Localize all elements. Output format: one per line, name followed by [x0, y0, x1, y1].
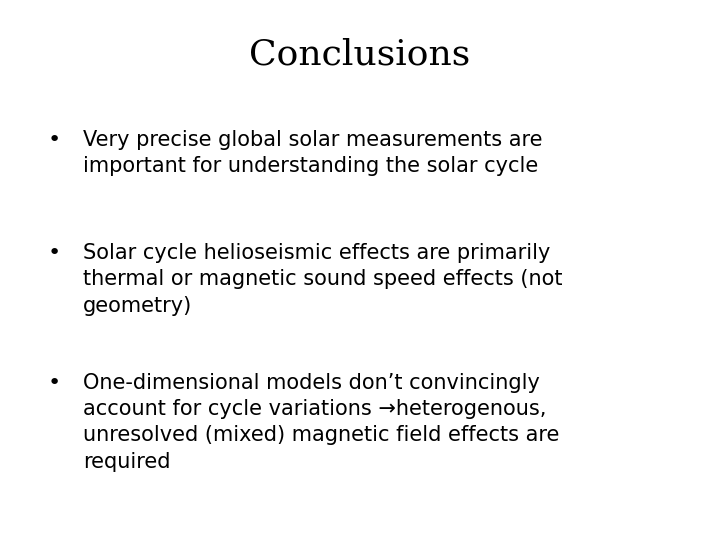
Text: One-dimensional models don’t convincingly
account for cycle variations →heteroge: One-dimensional models don’t convincingl… [83, 373, 559, 472]
Text: •: • [48, 130, 60, 150]
Text: •: • [48, 243, 60, 263]
Text: Very precise global solar measurements are
important for understanding the solar: Very precise global solar measurements a… [83, 130, 542, 176]
Text: •: • [48, 373, 60, 393]
Text: Conclusions: Conclusions [249, 38, 471, 72]
Text: Solar cycle helioseismic effects are primarily
thermal or magnetic sound speed e: Solar cycle helioseismic effects are pri… [83, 243, 562, 316]
